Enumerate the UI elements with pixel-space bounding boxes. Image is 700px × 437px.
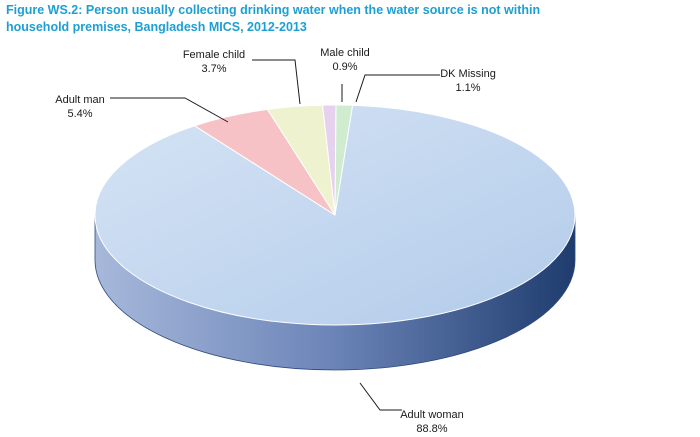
slice-label-adult-man: Adult man	[55, 94, 105, 106]
chart-title-line-1: Figure WS.2: Person usually collecting d…	[6, 3, 541, 17]
leader-line-female-child	[252, 59, 301, 105]
slice-value-male-child: 0.9%	[332, 61, 357, 73]
chart-title: Figure WS.2: Person usually collecting d…	[6, 2, 694, 36]
slice-value-dk-missing: 1.1%	[455, 82, 480, 94]
leader-line-adult-woman	[359, 382, 402, 411]
slice-value-adult-man: 5.4%	[67, 108, 92, 120]
slice-value-female-child: 3.7%	[201, 63, 226, 75]
leader-line-adult-man	[110, 97, 229, 123]
slice-value-adult-woman: 88.8%	[416, 423, 447, 435]
slice-label-male-child: Male child	[320, 47, 370, 59]
slice-label-adult-woman: Adult woman	[400, 409, 464, 421]
leader-line-dk-missing	[355, 74, 440, 103]
pie-slice-female-child	[266, 104, 336, 216]
chart-title-line-2: household premises, Bangladesh MICS, 201…	[6, 20, 307, 34]
slice-label-female-child: Female child	[183, 49, 245, 61]
slice-label-dk-missing: DK Missing	[440, 68, 496, 80]
